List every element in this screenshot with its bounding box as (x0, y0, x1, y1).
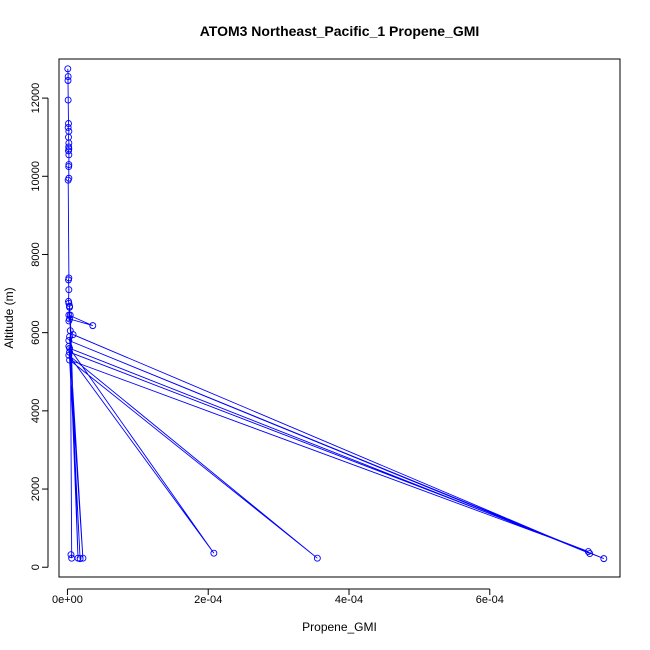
data-point (66, 311, 74, 319)
data-point (65, 276, 72, 284)
y-tick-label: 8000 (30, 242, 42, 266)
data-point (65, 161, 73, 169)
x-tick-label: 6e-04 (476, 594, 504, 606)
plot-area-frame (58, 58, 621, 578)
data-point (64, 73, 72, 81)
data-point (65, 342, 73, 350)
data-point (65, 299, 73, 307)
data-point (586, 550, 594, 557)
y-tick-label: 2000 (30, 477, 42, 501)
data-point (65, 151, 73, 159)
data-point (79, 554, 87, 562)
data-point (66, 356, 74, 364)
data-point (65, 120, 72, 127)
data-point (65, 147, 72, 155)
series-group (64, 65, 608, 563)
data-point (66, 302, 74, 310)
data-point (313, 554, 321, 562)
y-tick-label: 10000 (30, 161, 42, 192)
data-point (600, 555, 608, 563)
x-tick-label: 4e-04 (335, 594, 363, 606)
data-point (66, 333, 74, 341)
data-point (65, 163, 73, 170)
y-tick-label: 4000 (30, 399, 42, 423)
data-point (584, 548, 592, 556)
data-point (65, 143, 73, 151)
data-point (64, 65, 72, 73)
data-point (69, 331, 77, 339)
series-line (67, 68, 604, 560)
y-axis: 0 2000 4000 6000 8000 10000 12000 (30, 83, 49, 570)
data-point (65, 351, 73, 359)
x-axis-label: Propene_GMI (302, 620, 377, 634)
x-tick-label: 2e-04 (194, 594, 222, 606)
data-point (64, 123, 72, 131)
data-point (64, 176, 72, 184)
x-axis: 0e+00 2e-04 4e-04 6e-04 (52, 588, 504, 606)
y-tick-label: 0 (30, 564, 42, 570)
y-axis-label: Altitude (m) (2, 287, 16, 348)
data-point (64, 77, 72, 84)
data-point (89, 322, 97, 330)
data-point (68, 554, 76, 562)
data-point (64, 96, 72, 104)
y-tick-label: 6000 (30, 320, 42, 344)
data-point (65, 286, 73, 294)
y-tick-label: 12000 (30, 83, 42, 114)
data-point (210, 549, 218, 557)
x-tick-label: 0e+00 (52, 594, 83, 606)
data-point (67, 551, 75, 559)
chart-title: ATOM3 Northeast_Pacific_1 Propene_GMI (200, 23, 480, 39)
